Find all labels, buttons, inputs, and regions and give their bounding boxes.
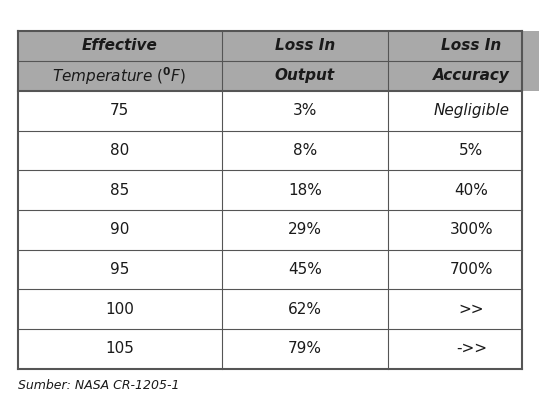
Text: Loss In: Loss In [441,38,502,53]
Bar [388,31,540,91]
Bar [221,289,388,329]
Text: $\it{Temperature}$ $\it{(}$$^{\mathbf{0}}$$\it{F)}$: $\it{Temperature}$ $\it{(}$$^{\mathbf{0}… [52,65,187,87]
Bar [388,329,540,368]
Bar [221,131,388,171]
Text: 95: 95 [110,262,129,277]
Text: >>: >> [458,302,484,317]
Text: 40%: 40% [455,183,488,198]
Bar [388,210,540,249]
Bar [17,31,221,91]
Bar [221,249,388,289]
Text: ->>: ->> [456,341,487,356]
Text: 18%: 18% [288,183,322,198]
Bar [388,171,540,210]
Bar [388,289,540,329]
Text: 29%: 29% [288,222,322,237]
Text: 79%: 79% [288,341,322,356]
Bar [17,289,221,329]
Text: Sumber: NASA CR-1205-1: Sumber: NASA CR-1205-1 [17,379,179,392]
Bar [17,91,221,131]
Text: 8%: 8% [293,143,317,158]
Text: Negligible: Negligible [434,103,509,118]
Bar [221,91,388,131]
Bar [221,171,388,210]
Bar [17,249,221,289]
Text: 700%: 700% [450,262,493,277]
Text: 100: 100 [105,302,134,317]
Bar [388,91,540,131]
Text: 62%: 62% [288,302,322,317]
Bar [17,210,221,249]
Bar [221,210,388,249]
Text: 5%: 5% [460,143,484,158]
Bar [221,329,388,368]
Text: Accuracy: Accuracy [433,68,510,84]
Text: 90: 90 [110,222,129,237]
Text: 300%: 300% [450,222,493,237]
Bar [388,249,540,289]
Bar [221,31,388,91]
Text: Output: Output [275,68,335,84]
Text: 85: 85 [110,183,129,198]
Text: Loss In: Loss In [275,38,335,53]
Text: 80: 80 [110,143,129,158]
Text: 45%: 45% [288,262,322,277]
Text: Effective: Effective [82,38,158,53]
Bar [388,131,540,171]
Bar [17,131,221,171]
Bar [17,329,221,368]
Bar [17,171,221,210]
Text: 75: 75 [110,103,129,118]
Text: 105: 105 [105,341,134,356]
Text: 3%: 3% [293,103,317,118]
